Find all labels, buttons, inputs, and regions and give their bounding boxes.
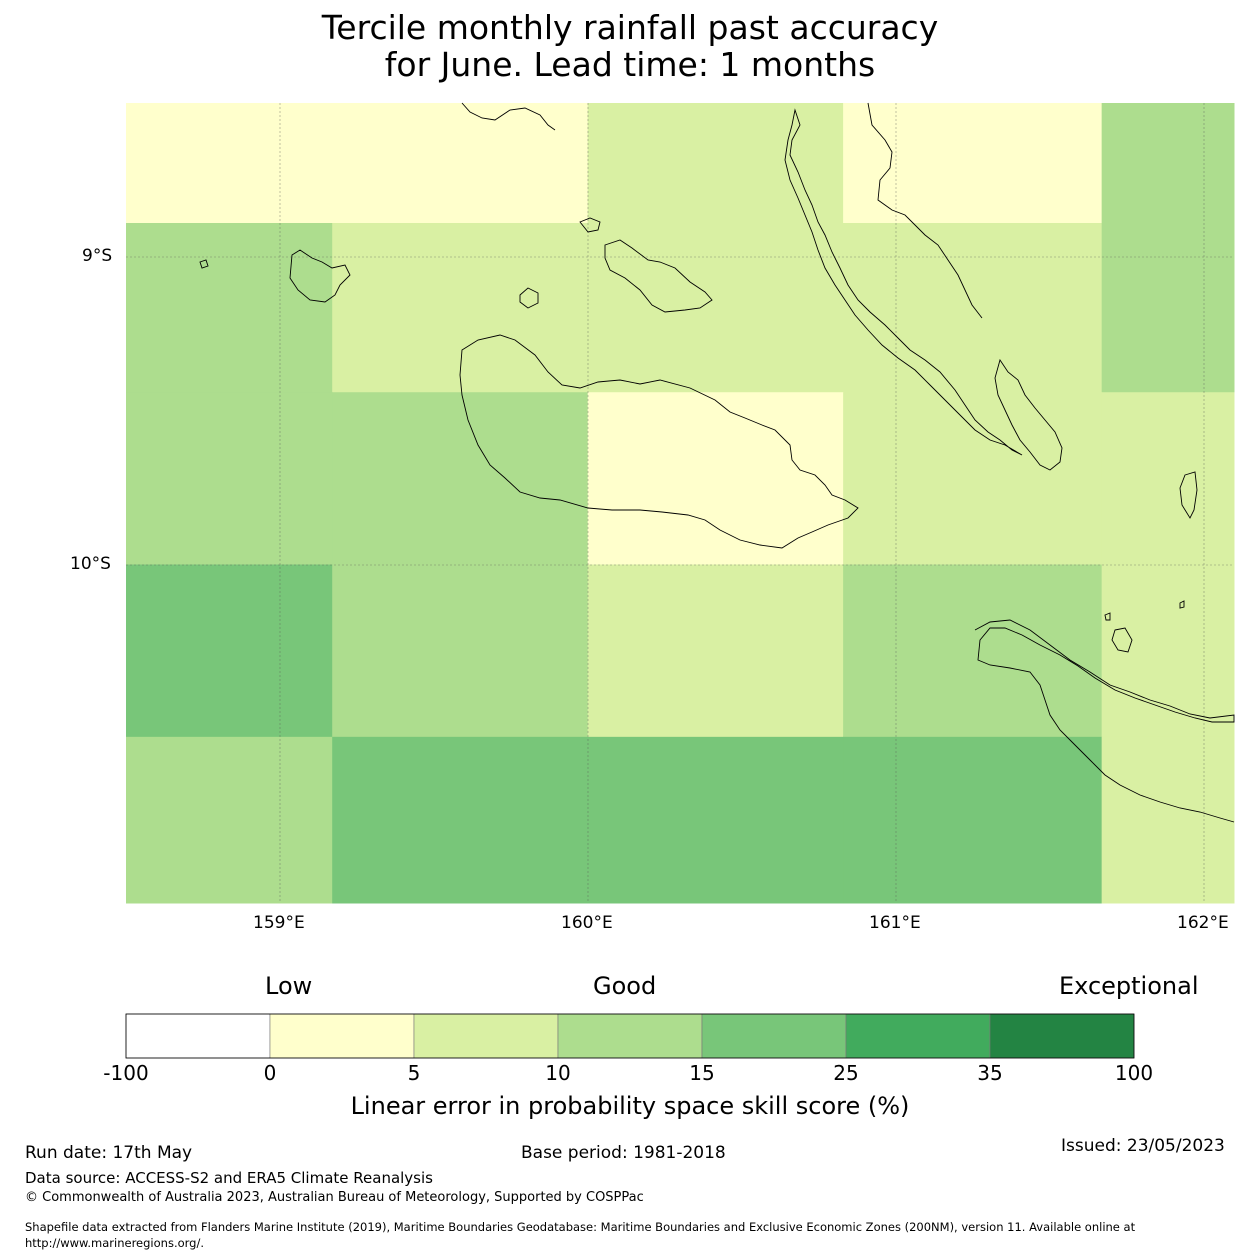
legend-swatch [125,1013,271,1059]
skill-grid [126,103,1235,904]
legend-swatch [989,1013,1135,1059]
skill-cell [1101,392,1235,566]
lon-label-162e: 162°E [1177,913,1229,933]
skill-cell [332,103,589,224]
skill-cell [1101,103,1235,224]
lat-label-9s: 9°S [82,246,113,266]
legend-tick: -100 [103,1061,149,1085]
coastline-florida-islands [604,239,713,313]
skill-cell [126,392,333,566]
skill-cell [1101,223,1235,393]
legend-tick: 5 [407,1061,421,1085]
legend-tick: 15 [689,1061,715,1085]
skill-cell [587,223,844,393]
legend-tick: 100 [1114,1061,1154,1085]
skill-cell [843,103,1103,224]
legend-tick: 25 [833,1061,859,1085]
chart-title-line1: Tercile monthly rainfall past accuracy [321,8,939,47]
skill-cell [587,736,844,904]
legend-tick: 10 [545,1061,571,1085]
skill-cell [126,564,333,738]
lat-label-10s: 10°S [70,554,111,574]
legend-category-exceptional: Exceptional [1059,972,1199,1000]
legend-category-good: Good [593,972,657,1000]
coastline-guadalcanal [459,334,859,549]
legend-tick: 35 [977,1061,1003,1085]
legend-swatch [701,1013,847,1059]
legend-frame [125,1013,1135,1059]
skill-cell [126,736,333,904]
lon-label-160e: 160°E [561,913,613,933]
shapefile-credit-line2: http://www.marineregions.org/. [25,1236,204,1250]
shapefile-credit-line1: Shapefile data extracted from Flanders M… [25,1220,1136,1234]
lon-label-159e: 159°E [253,913,305,933]
skill-cell [587,564,844,738]
base-period: Base period: 1981-2018 [521,1143,726,1163]
legend-swatch [413,1013,559,1059]
legend-swatch [269,1013,415,1059]
skill-cell [332,392,589,566]
legend-swatch [557,1013,703,1059]
coastline-russell-islands [289,249,351,303]
data-source: Data source: ACCESS-S2 and ERA5 Climate … [25,1169,433,1187]
run-date: Run date: 17th May [25,1143,193,1163]
skill-cell [126,103,333,224]
skill-cell [126,223,333,393]
skill-cell [332,564,589,738]
skill-cell [587,103,844,224]
skill-cell [843,564,1103,738]
coastline-malaita [994,358,1063,471]
skill-cell [843,223,1103,393]
skill-cell [587,392,844,566]
legend-swatch [845,1013,991,1059]
issued-date: Issued: 23/05/2023 [1061,1136,1225,1156]
chart-title-line2: for June. Lead time: 1 months [384,45,876,84]
legend-title: Linear error in probability space skill … [350,1092,910,1120]
legend-category-low: Low [265,972,313,1000]
skill-cell [1101,736,1235,904]
coastline-makira [974,619,1235,823]
coastlines [199,102,1235,823]
skill-cell [843,392,1103,566]
legend-tick: 0 [263,1061,277,1085]
skill-cell [843,736,1103,904]
copyright: © Commonwealth of Australia 2023, Austra… [25,1190,644,1205]
skill-cell [332,223,589,393]
coastline-santa-isabel [784,108,1023,456]
legend-colorbar [125,1013,1135,1059]
skill-cell [332,736,589,904]
lon-label-161e: 161°E [869,913,921,933]
